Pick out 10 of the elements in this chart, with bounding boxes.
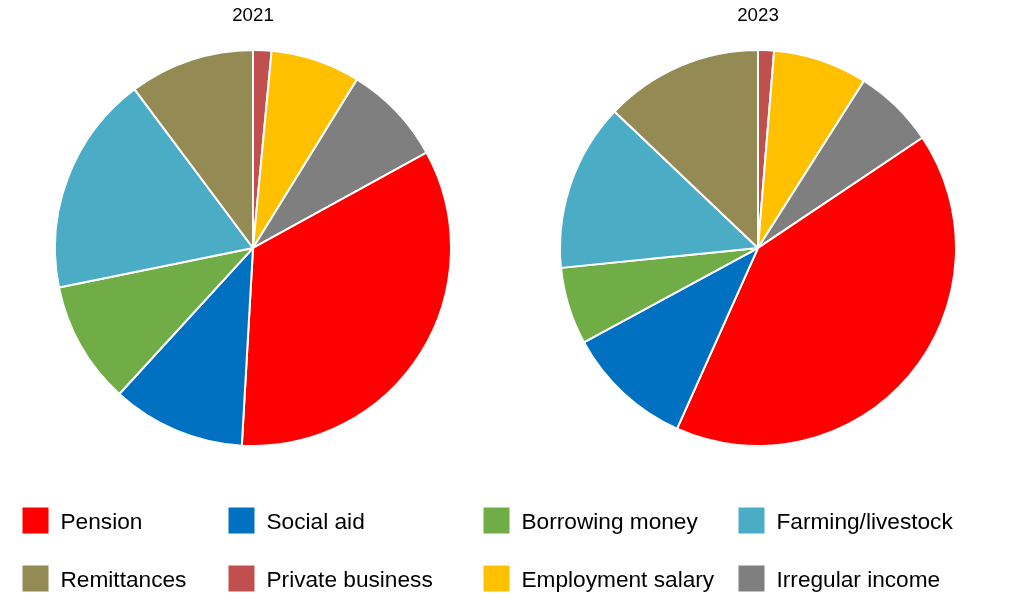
chart-title: 2023: [737, 3, 779, 25]
legend-label: Employment salary: [521, 565, 715, 592]
legend-label: Remittances: [60, 565, 187, 592]
legend-label: Private business: [266, 565, 433, 592]
chart-title: 2021: [232, 3, 274, 25]
legend-label: Borrowing money: [521, 507, 699, 534]
legend-label: Pension: [60, 507, 143, 534]
legend-label: Farming/livestock: [776, 507, 954, 534]
legend-label: Social aid: [266, 507, 365, 534]
legend-label: Irregular income: [776, 565, 941, 592]
